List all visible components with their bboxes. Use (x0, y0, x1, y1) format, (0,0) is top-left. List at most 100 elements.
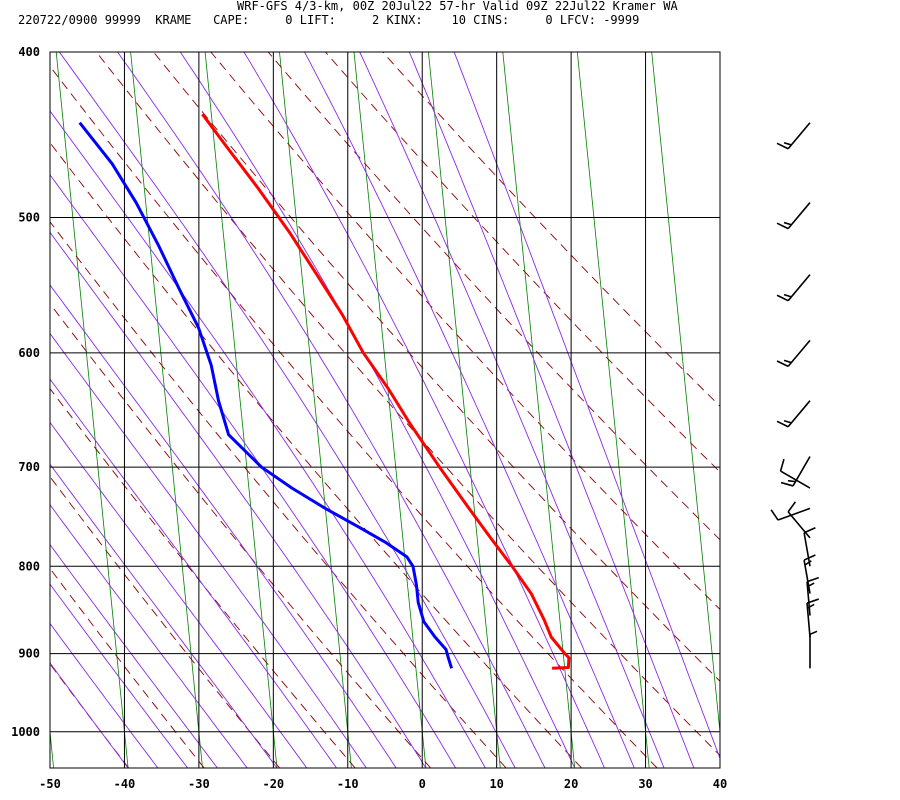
wind-barb (803, 532, 811, 567)
moist-adiabat-line (304, 52, 635, 768)
wind-barb-feather (803, 526, 816, 534)
wind-barb (792, 456, 811, 487)
temperature-axis: -50 -40 -30 -20 -10 0 10 20 30 40 (39, 777, 727, 791)
moist-adiabat-line (179, 52, 576, 768)
isotherm-line (428, 52, 501, 768)
moist-adiabat-line (50, 662, 129, 768)
dry-adiabat-line (153, 52, 720, 682)
wind-barb-feather (783, 293, 792, 298)
wind-barb-feather (783, 419, 792, 424)
dry-adiabat-line (50, 387, 356, 768)
moist-adiabat-line (50, 503, 248, 768)
wind-barb-feather (804, 560, 812, 566)
wind-barb-feather (776, 360, 789, 368)
moist-adiabat-lines (50, 52, 720, 768)
dry-adiabat-line (50, 221, 507, 768)
dry-adiabat-line (267, 52, 720, 541)
temperature-tick-label: 30 (638, 777, 652, 791)
dry-adiabat-line (50, 476, 281, 768)
sounding-series (78, 113, 571, 670)
temperature-tick-label: -10 (337, 777, 359, 791)
moist-adiabat-line (50, 583, 188, 768)
wind-barb-feather (780, 481, 794, 487)
moist-adiabat-line (359, 52, 665, 768)
wind-barb-feather (783, 141, 792, 146)
dry-adiabat-line (50, 302, 432, 768)
pressure-axis: 400 500 600 700 800 900 1000 (11, 45, 40, 739)
moist-adiabat-line (50, 421, 308, 768)
moist-adiabat-line (58, 52, 516, 768)
wind-barb-feather (803, 554, 816, 561)
dewpoint-line (78, 121, 454, 669)
pressure-tick-label: 600 (18, 346, 40, 360)
wind-barb-feather (776, 222, 789, 230)
isotherm-line (726, 52, 798, 768)
sounding-indices: 220722/0900 99999 KRAME CAPE: 0 LIFT: 2 … (18, 13, 640, 27)
wind-barb (787, 511, 811, 539)
temperature-tick-label: 20 (564, 777, 578, 791)
isotherm-line (130, 52, 203, 768)
pressure-tick-label: 400 (18, 45, 40, 59)
wind-barb-feather (806, 598, 819, 604)
dry-adiabat-lines (50, 52, 720, 768)
isotherm-line (353, 52, 427, 768)
wind-barbs (770, 122, 819, 669)
dry-adiabat-line (50, 142, 582, 768)
moist-adiabat-line (50, 622, 159, 768)
pressure-tick-label: 900 (18, 647, 40, 661)
temperature-tick-label: -20 (262, 777, 284, 791)
wind-barb-feather (779, 458, 785, 472)
moist-adiabat-line (50, 332, 367, 768)
wind-barb-feather (809, 630, 818, 636)
temperature-line (201, 113, 571, 670)
moist-adiabat-line (50, 174, 456, 768)
moist-adiabat-line (408, 52, 695, 768)
wind-barb-feather (770, 509, 779, 521)
pressure-tick-label: 1000 (11, 725, 40, 739)
isotherm-line (502, 52, 576, 768)
moist-adiabat-line (50, 110, 486, 768)
wind-barb-feather (787, 501, 797, 513)
moist-adiabat-line (453, 52, 720, 760)
grid-lines (49, 51, 721, 768)
isotherm-line (576, 52, 650, 768)
isotherm-line (651, 52, 720, 737)
dry-adiabat-line (95, 52, 720, 757)
dry-adiabat-line (325, 52, 720, 473)
isotherm-line (801, 52, 873, 768)
moist-adiabat-line (50, 284, 397, 768)
wind-barb (787, 202, 811, 230)
wind-barb (806, 603, 811, 638)
isotherm-line (279, 52, 352, 768)
wind-barb-feather (776, 294, 789, 302)
wind-barb-feather (807, 603, 815, 609)
isotherm-line (204, 52, 278, 768)
dry-adiabat-line (50, 65, 658, 768)
temperature-tick-label: -30 (188, 777, 210, 791)
temperature-tick-label: 0 (419, 777, 426, 791)
moist-adiabat-line (50, 463, 278, 768)
moist-adiabat-line (117, 52, 546, 768)
wind-barb-feather (807, 582, 815, 588)
isotherm-line (55, 52, 129, 768)
wind-barb-feather (776, 142, 789, 150)
temperature-tick-label: 10 (489, 777, 503, 791)
chart-title: WRF-GFS 4/3-km, 00Z 20Jul22 57-hr Valid … (237, 0, 678, 13)
wind-barb (787, 339, 811, 367)
wind-barb (787, 122, 811, 150)
moist-adiabat-line (50, 231, 427, 768)
wind-barb-feather (783, 359, 792, 364)
wind-barb (803, 559, 811, 594)
wind-barb-feather (783, 221, 792, 226)
wind-barb (780, 470, 811, 489)
wind-barb-feather (806, 576, 819, 583)
wind-barb-feather (776, 420, 789, 428)
moist-adiabat-line (243, 52, 605, 768)
temperature-tick-label: 40 (713, 777, 727, 791)
pressure-tick-label: 800 (18, 559, 40, 573)
wind-barb (777, 507, 811, 521)
moist-adiabat-line (50, 378, 337, 768)
wind-barb-feather (787, 479, 796, 483)
wind-barb (787, 400, 811, 428)
